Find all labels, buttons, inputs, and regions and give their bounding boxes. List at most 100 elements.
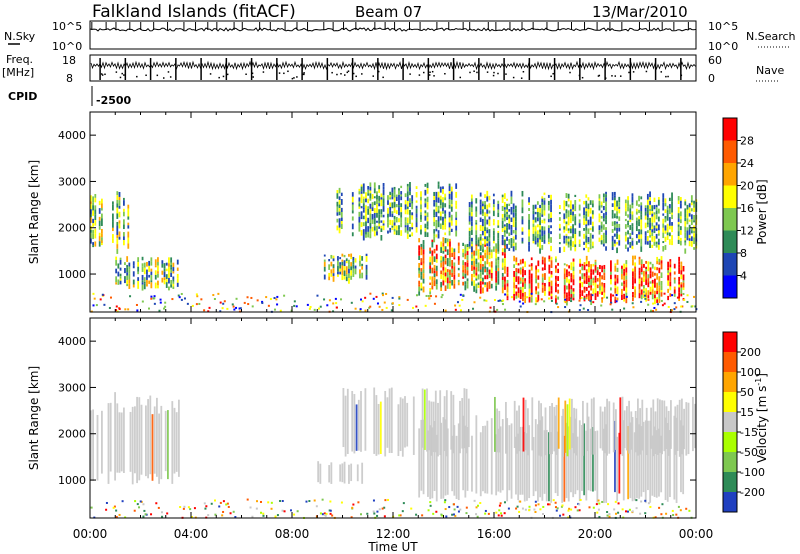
power-cell bbox=[466, 243, 469, 248]
velocity-speckle bbox=[115, 516, 118, 519]
power-cell bbox=[165, 274, 168, 280]
velocity-speckle bbox=[515, 507, 518, 510]
power-cell bbox=[345, 274, 348, 277]
velocity-speckle bbox=[340, 501, 343, 504]
power-cell bbox=[150, 268, 153, 272]
power-cell bbox=[613, 221, 616, 225]
power-cell bbox=[625, 267, 628, 273]
velocity-cell bbox=[386, 397, 389, 448]
power-cell bbox=[382, 214, 385, 218]
power-cell bbox=[101, 213, 103, 219]
power-cell bbox=[439, 199, 442, 206]
power-cell bbox=[508, 203, 511, 207]
power-cell bbox=[522, 258, 524, 264]
power-cell bbox=[118, 211, 121, 218]
time-tick-label: 16:00 bbox=[477, 527, 512, 541]
power-cell bbox=[420, 243, 423, 247]
power-cell bbox=[594, 293, 597, 296]
power-cell bbox=[360, 206, 363, 209]
power-cell bbox=[389, 197, 392, 200]
velocity-speckle bbox=[534, 510, 537, 513]
power-cell bbox=[444, 218, 447, 223]
power-cell bbox=[640, 224, 643, 230]
velocity-speckle bbox=[357, 501, 360, 504]
velocity-cell bbox=[412, 396, 415, 455]
power-cell bbox=[330, 261, 333, 267]
power-cell bbox=[362, 229, 365, 235]
power-cell bbox=[572, 294, 575, 298]
power-cell bbox=[497, 256, 500, 260]
figure-title: Falkland Islands (fitACF) bbox=[92, 2, 296, 22]
power-cell bbox=[535, 297, 538, 303]
power-cell bbox=[501, 235, 504, 240]
nsky-label: N.Sky bbox=[4, 30, 36, 43]
power-cell bbox=[567, 204, 570, 208]
power-cell bbox=[449, 257, 451, 261]
power-cell bbox=[340, 211, 343, 218]
power-cell bbox=[330, 273, 333, 277]
power-cell bbox=[660, 272, 663, 278]
velocity-speckle bbox=[597, 499, 600, 502]
power-speckle bbox=[217, 292, 220, 295]
power-cell bbox=[157, 280, 159, 286]
power-cell bbox=[667, 275, 670, 281]
power-cell bbox=[350, 275, 353, 280]
power-speckle bbox=[231, 303, 234, 306]
power-cell bbox=[444, 280, 447, 283]
power-cell bbox=[532, 214, 535, 220]
velocity-speckle bbox=[647, 502, 650, 505]
power-cell bbox=[479, 225, 482, 229]
power-cell bbox=[653, 227, 656, 231]
power-cell bbox=[570, 262, 573, 266]
power-colorbar-label: Power [dB] bbox=[755, 179, 769, 244]
power-cell bbox=[360, 186, 363, 192]
power-cell bbox=[406, 200, 409, 207]
power-cell bbox=[657, 197, 660, 200]
velocity-cell bbox=[508, 425, 511, 491]
power-cell bbox=[369, 213, 372, 218]
power-speckle bbox=[360, 298, 363, 301]
power-cell bbox=[433, 280, 436, 287]
power-cell bbox=[631, 202, 634, 206]
power-cell bbox=[684, 208, 687, 214]
power-cell bbox=[627, 225, 629, 228]
power-cell bbox=[656, 297, 659, 300]
power-cell bbox=[420, 219, 422, 223]
power-cell bbox=[684, 221, 687, 227]
power-cell bbox=[117, 279, 120, 285]
power-cell bbox=[451, 279, 454, 286]
velocity-cell bbox=[107, 403, 110, 484]
power-cell bbox=[376, 225, 378, 229]
power-cell bbox=[406, 186, 409, 192]
power-speckle bbox=[246, 296, 249, 299]
velocity-speckle bbox=[203, 502, 206, 505]
velocity-speckle bbox=[90, 506, 93, 509]
power-cell bbox=[101, 218, 103, 223]
velocity-speckle bbox=[555, 509, 558, 512]
power-cell bbox=[488, 219, 491, 222]
power-cell bbox=[591, 234, 594, 239]
velocity-cell bbox=[550, 432, 553, 503]
velocity-cell bbox=[645, 407, 648, 456]
power-speckle bbox=[359, 309, 362, 312]
power-cell bbox=[605, 227, 607, 231]
power-cell bbox=[684, 217, 687, 222]
power-cell bbox=[557, 262, 560, 266]
power-cell bbox=[579, 276, 582, 281]
power-cell bbox=[631, 240, 634, 246]
power-cell bbox=[352, 256, 355, 261]
velocity-cell bbox=[465, 388, 468, 454]
power-cell bbox=[98, 232, 101, 237]
power-speckle bbox=[103, 303, 106, 306]
power-cell bbox=[671, 222, 673, 226]
power-cell bbox=[635, 211, 638, 215]
power-speckle bbox=[95, 304, 98, 307]
power-cell bbox=[532, 210, 535, 215]
power-cell bbox=[391, 202, 394, 209]
power-speckle bbox=[308, 307, 311, 310]
power-speckle bbox=[109, 296, 112, 299]
power-cell bbox=[137, 284, 140, 289]
power-cell bbox=[451, 265, 454, 269]
power-cell bbox=[583, 276, 586, 281]
power-cell bbox=[530, 297, 533, 303]
